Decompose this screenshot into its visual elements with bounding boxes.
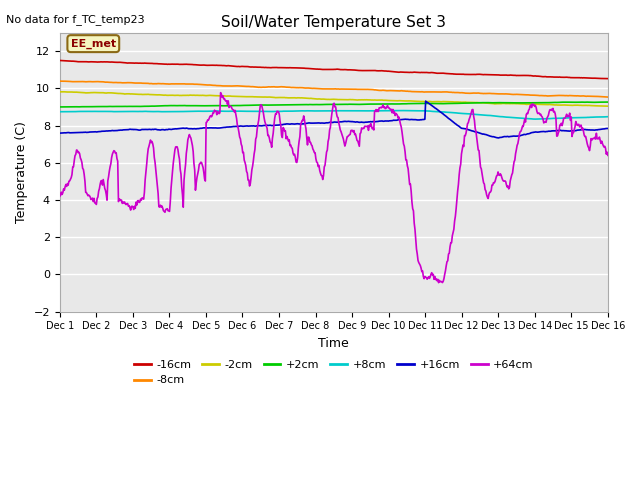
Text: No data for f_TC_temp23: No data for f_TC_temp23: [6, 14, 145, 25]
Text: EE_met: EE_met: [71, 38, 116, 49]
Title: Soil/Water Temperature Set 3: Soil/Water Temperature Set 3: [221, 15, 446, 30]
X-axis label: Time: Time: [319, 337, 349, 350]
Y-axis label: Temperature (C): Temperature (C): [15, 121, 28, 223]
Legend: -16cm, -8cm, -2cm, +2cm, +8cm, +16cm, +64cm: -16cm, -8cm, -2cm, +2cm, +8cm, +16cm, +6…: [129, 355, 538, 390]
